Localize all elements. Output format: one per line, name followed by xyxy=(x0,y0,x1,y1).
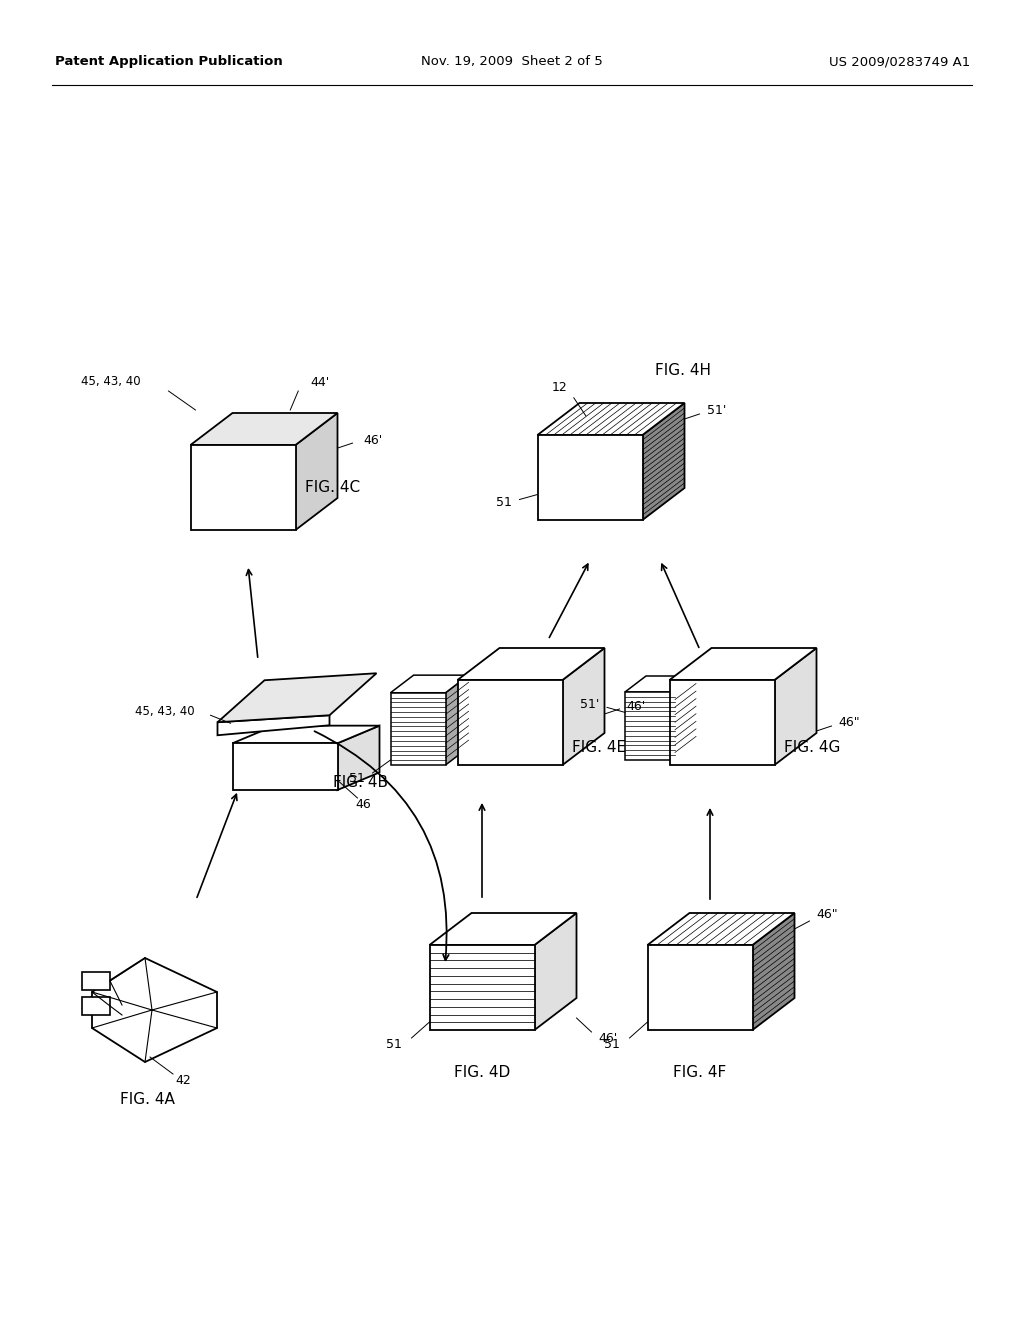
Text: 51: 51 xyxy=(348,772,365,785)
Polygon shape xyxy=(753,913,795,1030)
Text: 51: 51 xyxy=(496,496,512,510)
Polygon shape xyxy=(429,945,535,1030)
Text: FIG. 4B: FIG. 4B xyxy=(333,775,388,789)
Polygon shape xyxy=(92,958,217,1063)
Text: 46': 46' xyxy=(627,700,646,713)
Text: 45, 43, 40: 45, 43, 40 xyxy=(81,375,140,388)
Text: 51': 51' xyxy=(580,698,599,711)
Text: 44': 44' xyxy=(310,376,330,389)
Polygon shape xyxy=(232,743,338,789)
Polygon shape xyxy=(458,680,562,766)
Polygon shape xyxy=(217,715,330,735)
Polygon shape xyxy=(642,403,684,520)
Polygon shape xyxy=(390,675,469,693)
Bar xyxy=(82,972,110,990)
Text: FIG. 4D: FIG. 4D xyxy=(454,1065,510,1080)
Text: FIG. 4A: FIG. 4A xyxy=(120,1093,174,1107)
Text: FIG. 4F: FIG. 4F xyxy=(674,1065,727,1080)
Polygon shape xyxy=(774,648,816,766)
Polygon shape xyxy=(190,413,338,445)
Polygon shape xyxy=(625,692,675,760)
Text: 46': 46' xyxy=(598,1031,617,1044)
Polygon shape xyxy=(338,726,380,789)
Text: 45, 43, 40: 45, 43, 40 xyxy=(135,705,195,718)
Text: 12: 12 xyxy=(552,381,567,395)
Text: 51: 51 xyxy=(603,1038,620,1051)
Polygon shape xyxy=(445,675,469,766)
Polygon shape xyxy=(647,945,753,1030)
Text: FIG. 4C: FIG. 4C xyxy=(305,480,360,495)
Polygon shape xyxy=(538,436,642,520)
Polygon shape xyxy=(538,403,684,436)
Polygon shape xyxy=(535,913,577,1030)
Polygon shape xyxy=(458,648,604,680)
Text: Nov. 19, 2009  Sheet 2 of 5: Nov. 19, 2009 Sheet 2 of 5 xyxy=(421,55,603,69)
Polygon shape xyxy=(390,693,445,766)
Text: FIG. 4G: FIG. 4G xyxy=(784,741,841,755)
Text: 51': 51' xyxy=(707,404,726,417)
Polygon shape xyxy=(190,445,296,531)
Text: 51: 51 xyxy=(386,1038,401,1051)
Text: 46: 46 xyxy=(355,797,372,810)
Polygon shape xyxy=(675,676,696,760)
Polygon shape xyxy=(647,913,795,945)
Text: FIG. 4E: FIG. 4E xyxy=(572,741,626,755)
Polygon shape xyxy=(670,680,774,766)
Polygon shape xyxy=(625,676,696,692)
Text: 46': 46' xyxy=(364,433,383,446)
Polygon shape xyxy=(429,913,577,945)
Text: 42: 42 xyxy=(175,1073,190,1086)
Polygon shape xyxy=(562,648,604,766)
Polygon shape xyxy=(670,648,816,680)
Text: 46": 46" xyxy=(816,908,838,921)
Polygon shape xyxy=(217,673,377,722)
Bar xyxy=(82,997,110,1015)
Polygon shape xyxy=(296,413,338,531)
Polygon shape xyxy=(232,726,380,743)
Text: Patent Application Publication: Patent Application Publication xyxy=(55,55,283,69)
Text: 46": 46" xyxy=(839,717,860,730)
Text: FIG. 4H: FIG. 4H xyxy=(655,363,711,378)
Text: US 2009/0283749 A1: US 2009/0283749 A1 xyxy=(828,55,970,69)
